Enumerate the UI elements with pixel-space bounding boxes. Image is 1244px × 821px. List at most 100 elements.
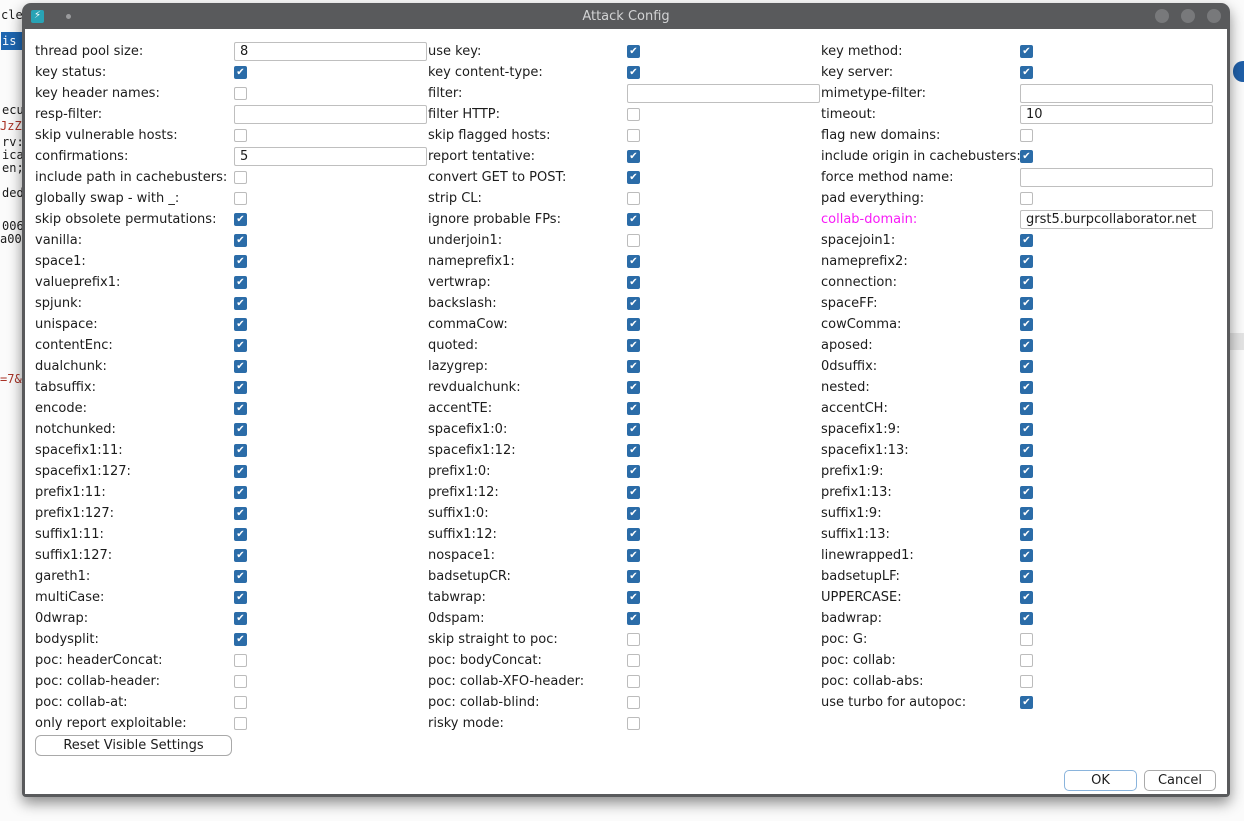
checkbox[interactable] [627,696,640,709]
checkbox[interactable]: ✔ [627,612,640,625]
minimize-button[interactable] [1155,9,1169,23]
checkbox[interactable]: ✔ [1020,444,1033,457]
text-input[interactable] [1020,105,1213,124]
checkbox[interactable]: ✔ [627,360,640,373]
checkbox[interactable]: ✔ [627,150,640,163]
checkbox[interactable]: ✔ [1020,423,1033,436]
checkbox[interactable]: ✔ [234,549,247,562]
text-input[interactable] [1020,168,1213,187]
ok-button[interactable]: OK [1064,770,1137,791]
checkbox[interactable]: ✔ [234,423,247,436]
checkbox[interactable]: ✔ [234,234,247,247]
checkbox[interactable] [627,108,640,121]
checkbox[interactable]: ✔ [627,528,640,541]
checkbox[interactable]: ✔ [234,339,247,352]
checkbox[interactable]: ✔ [1020,381,1033,394]
checkbox[interactable]: ✔ [627,591,640,604]
checkbox[interactable]: ✔ [627,213,640,226]
checkbox[interactable]: ✔ [1020,234,1033,247]
checkbox[interactable]: ✔ [1020,486,1033,499]
checkbox[interactable]: ✔ [234,591,247,604]
checkbox[interactable]: ✔ [627,549,640,562]
checkbox[interactable] [627,129,640,142]
checkbox[interactable]: ✔ [1020,150,1033,163]
titlebar[interactable]: ⚡ Attack Config [22,3,1230,29]
checkbox[interactable]: ✔ [627,423,640,436]
checkbox[interactable]: ✔ [1020,696,1033,709]
checkbox[interactable]: ✔ [1020,507,1033,520]
checkbox[interactable]: ✔ [1020,528,1033,541]
checkbox[interactable]: ✔ [627,465,640,478]
checkbox[interactable]: ✔ [627,402,640,415]
checkbox[interactable] [234,192,247,205]
checkbox[interactable] [234,717,247,730]
checkbox[interactable]: ✔ [1020,549,1033,562]
checkbox[interactable]: ✔ [234,255,247,268]
checkbox[interactable] [234,87,247,100]
checkbox[interactable]: ✔ [234,465,247,478]
checkbox[interactable]: ✔ [627,255,640,268]
checkbox[interactable]: ✔ [234,318,247,331]
checkbox[interactable]: ✔ [234,486,247,499]
checkbox[interactable]: ✔ [1020,402,1033,415]
checkbox[interactable] [627,675,640,688]
checkbox[interactable] [234,696,247,709]
text-input[interactable] [627,84,820,103]
checkbox[interactable]: ✔ [627,444,640,457]
text-input[interactable] [1020,84,1213,103]
checkbox[interactable]: ✔ [234,402,247,415]
checkbox[interactable]: ✔ [234,570,247,583]
checkbox[interactable]: ✔ [627,570,640,583]
checkbox[interactable] [627,654,640,667]
checkbox[interactable]: ✔ [1020,297,1033,310]
reset-visible-settings-button[interactable]: Reset Visible Settings [35,735,232,756]
checkbox[interactable]: ✔ [1020,276,1033,289]
checkbox[interactable]: ✔ [627,66,640,79]
checkbox[interactable] [234,675,247,688]
checkbox[interactable]: ✔ [234,360,247,373]
close-button[interactable] [1207,9,1221,23]
checkbox[interactable] [1020,192,1033,205]
checkbox[interactable]: ✔ [234,297,247,310]
checkbox[interactable] [234,129,247,142]
checkbox[interactable]: ✔ [234,381,247,394]
checkbox[interactable] [1020,675,1033,688]
text-input[interactable] [234,42,427,61]
text-input[interactable] [1020,210,1213,229]
checkbox[interactable]: ✔ [234,528,247,541]
checkbox[interactable] [627,633,640,646]
checkbox[interactable] [234,654,247,667]
checkbox[interactable]: ✔ [234,213,247,226]
checkbox[interactable]: ✔ [627,297,640,310]
checkbox[interactable]: ✔ [627,171,640,184]
checkbox[interactable]: ✔ [627,318,640,331]
checkbox[interactable] [627,192,640,205]
text-input[interactable] [234,105,427,124]
checkbox[interactable]: ✔ [627,486,640,499]
cancel-button[interactable]: Cancel [1144,770,1216,791]
checkbox[interactable] [627,234,640,247]
checkbox[interactable]: ✔ [627,507,640,520]
maximize-button[interactable] [1181,9,1195,23]
checkbox[interactable]: ✔ [627,381,640,394]
checkbox[interactable]: ✔ [1020,570,1033,583]
checkbox[interactable] [234,171,247,184]
checkbox[interactable]: ✔ [1020,318,1033,331]
checkbox[interactable]: ✔ [1020,465,1033,478]
checkbox[interactable]: ✔ [627,339,640,352]
checkbox[interactable]: ✔ [1020,339,1033,352]
text-input[interactable] [234,147,427,166]
checkbox[interactable]: ✔ [234,507,247,520]
checkbox[interactable] [1020,633,1033,646]
checkbox[interactable]: ✔ [627,45,640,58]
checkbox[interactable] [627,717,640,730]
checkbox[interactable]: ✔ [1020,45,1033,58]
checkbox[interactable] [1020,129,1033,142]
checkbox[interactable]: ✔ [1020,66,1033,79]
checkbox[interactable]: ✔ [627,276,640,289]
checkbox[interactable]: ✔ [1020,255,1033,268]
checkbox[interactable]: ✔ [1020,360,1033,373]
checkbox[interactable]: ✔ [234,276,247,289]
checkbox[interactable]: ✔ [1020,591,1033,604]
checkbox[interactable]: ✔ [234,66,247,79]
